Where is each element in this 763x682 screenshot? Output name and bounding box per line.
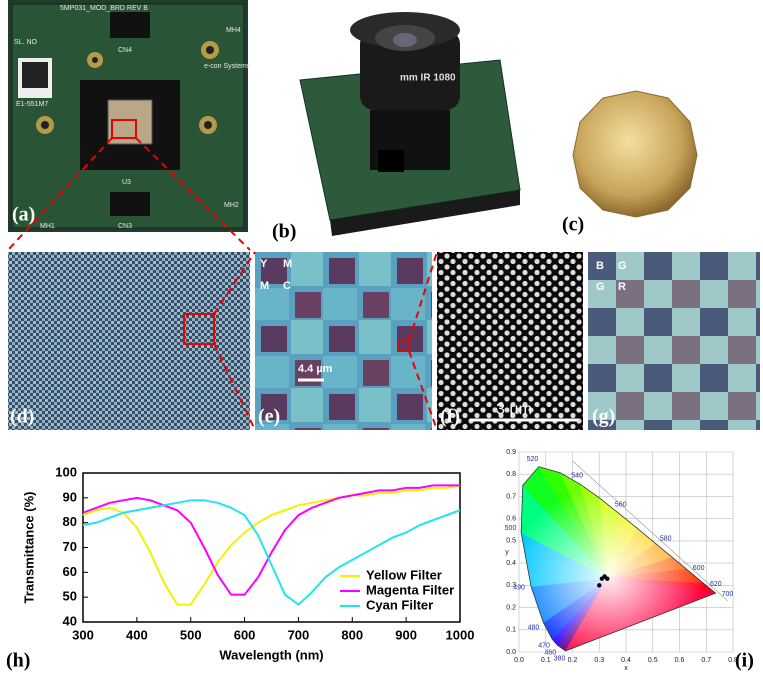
x-tick-label: 0.4 <box>621 657 631 664</box>
locus-label: 460 <box>544 649 556 656</box>
locus-label: 490 <box>513 584 525 591</box>
y-tick-label: 90 <box>63 489 77 504</box>
x-tick-label: 0.0 <box>514 657 524 664</box>
y-tick-label: 0.9 <box>506 449 516 456</box>
board-text: e-con Systems <box>204 63 251 70</box>
x-tick-label: 0.2 <box>568 657 578 664</box>
x-tick-label: 0.7 <box>701 657 711 664</box>
panel-label: (i) <box>735 650 754 672</box>
locus-label: 500 <box>505 525 517 532</box>
board-text: MH4 <box>226 27 241 34</box>
board-text: CN4 <box>118 47 132 54</box>
panel-label: (f) <box>440 406 460 428</box>
filter-label: C <box>283 280 291 292</box>
y-axis-label: Transmittance (%) <box>21 492 36 604</box>
x-tick-label: 900 <box>395 627 417 642</box>
scale-bar: 4.4 µm <box>298 363 333 375</box>
y-tick-label: 100 <box>55 464 77 479</box>
y-tick-label: 0.7 <box>506 493 516 500</box>
board-text: MH1 <box>40 223 55 230</box>
y-tick-label: 40 <box>63 613 77 628</box>
transmittance-chart: 300 400 500 600 700 800 900 1000 40 50 60 70 80 90 100… <box>21 464 474 662</box>
panel-label: (a) <box>12 204 35 226</box>
x-tick-label: 400 <box>126 627 148 642</box>
y-tick-label: 0.5 <box>506 538 516 545</box>
board-text: CN3 <box>118 223 132 230</box>
locus-label: 380 <box>554 656 566 663</box>
panel-label: (c) <box>562 214 584 236</box>
panel-c: (c) <box>562 91 697 236</box>
locus-label: 540 <box>571 473 583 480</box>
y-tick-label: 50 <box>63 589 77 604</box>
legend-label: Magenta Filter <box>366 582 454 597</box>
point <box>597 583 601 587</box>
y-tick-label: 0.8 <box>506 471 516 478</box>
y-tick-label: 0.4 <box>506 560 516 567</box>
panel-d: (d) <box>8 252 250 430</box>
panel-label: (g) <box>592 406 615 428</box>
panel-b: mm IR 1080 (b) <box>272 12 520 243</box>
y-tick-label: 0.2 <box>506 604 516 611</box>
filter-label: M <box>260 280 269 292</box>
panel-a: 5MP031_MOD_BRD REV B SL. NO CN4 U3 CN3 M… <box>8 0 251 232</box>
panel-label: (d) <box>10 406 34 428</box>
locus-label: 700 <box>722 591 734 598</box>
x-tick-label: 0.6 <box>675 657 685 664</box>
y-tick-label: 80 <box>63 514 77 529</box>
scale-bar: 3 µm <box>496 401 532 418</box>
x-tick-label: 500 <box>180 627 202 642</box>
figure: 5MP031_MOD_BRD REV B SL. NO CN4 U3 CN3 M… <box>0 0 763 677</box>
panel-label: (b) <box>272 221 296 243</box>
filter-label: G <box>596 281 605 293</box>
y-tick-label: 0.1 <box>506 627 516 634</box>
x-tick-label: 1000 <box>446 627 475 642</box>
locus-label: 580 <box>660 535 672 542</box>
y-tick-label: 60 <box>63 564 77 579</box>
locus-label: 470 <box>538 643 550 650</box>
point <box>605 576 609 580</box>
locus-label: 620 <box>710 581 722 588</box>
legend-label: Cyan Filter <box>366 597 433 612</box>
board-text: SL. NO <box>14 39 38 46</box>
filter-label: R <box>618 281 626 293</box>
board-text: U3 <box>122 179 131 186</box>
x-axis-label: Wavelength (nm) <box>219 647 323 662</box>
panel-g: B G G R (g) <box>588 252 760 430</box>
x-tick-label: 700 <box>288 627 310 642</box>
x-axis-label: x <box>624 665 628 672</box>
filter-label: Y <box>260 258 268 270</box>
filter-label: M <box>283 258 292 270</box>
locus-label: 520 <box>527 456 539 463</box>
filter-label: G <box>618 260 627 272</box>
x-tick-label: 800 <box>341 627 363 642</box>
locus-label: 600 <box>693 565 705 572</box>
board-text: 5MP031_MOD_BRD REV B <box>60 5 148 12</box>
legend-label: Yellow Filter <box>366 567 442 582</box>
x-tick-label: 600 <box>234 627 256 642</box>
y-tick-label: 0.0 <box>506 649 516 656</box>
filter-label: B <box>596 260 604 272</box>
x-tick-label: 0.5 <box>648 657 658 664</box>
x-tick-label: 300 <box>72 627 94 642</box>
locus-label: 560 <box>615 501 627 508</box>
lens-text: mm IR 1080 <box>400 73 456 84</box>
panel-f: 3 µm (f) <box>437 252 583 430</box>
y-tick-label: 70 <box>63 539 77 554</box>
board-text: MH2 <box>224 202 239 209</box>
board-text: E1-551M7 <box>16 101 48 108</box>
y-axis-label: y <box>505 549 509 556</box>
y-tick-label: 0.6 <box>506 516 516 523</box>
panel-label: (h) <box>6 650 30 672</box>
x-tick-label: 0.3 <box>594 657 604 664</box>
panel-e: 4.4 µm Y M M C (e) <box>255 252 432 430</box>
x-tick-label: 0.1 <box>541 657 551 664</box>
panel-label: (e) <box>258 406 280 428</box>
locus-label: 480 <box>528 624 540 631</box>
